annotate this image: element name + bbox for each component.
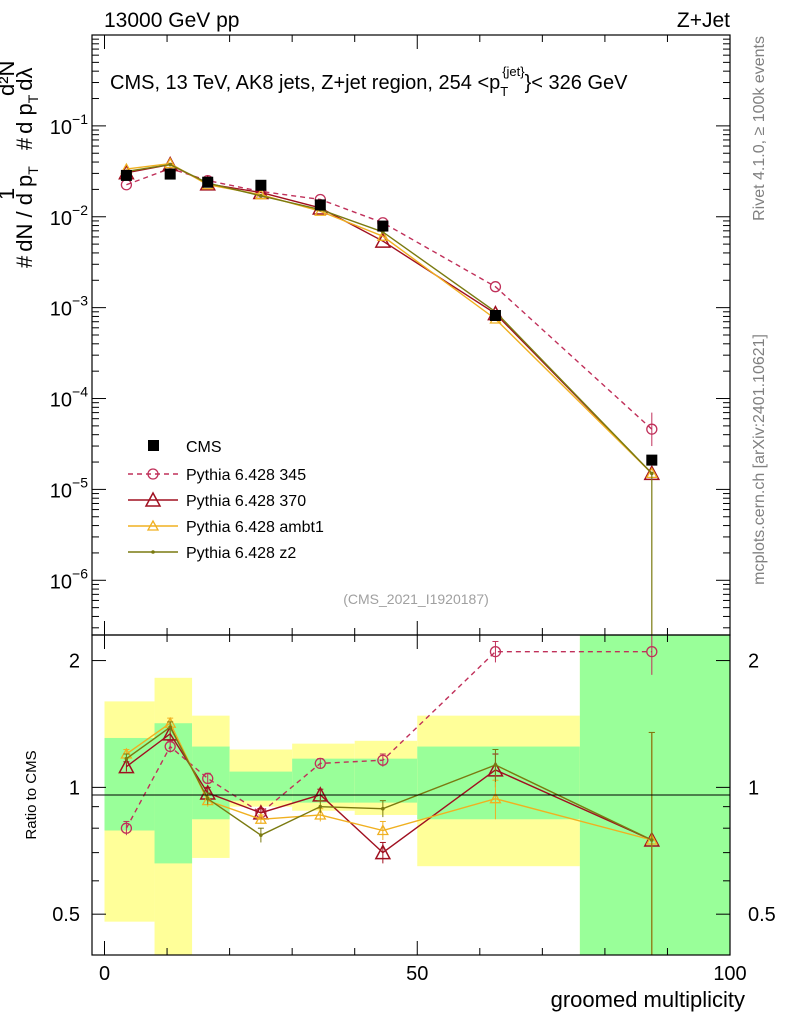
rivet-label: Rivet 4.1.0, ≥ 100k events <box>751 36 768 221</box>
legend-label-0: Pythia 6.428 345 <box>186 467 306 484</box>
band-green-6 <box>417 746 580 820</box>
analysis-id: (CMS_2021_I1920187) <box>343 591 489 607</box>
legend-marker-cms <box>148 440 159 451</box>
ratio-3-point-2 <box>205 796 210 801</box>
ratio-series <box>118 634 661 955</box>
xtick-label-100: 100 <box>713 963 746 985</box>
ytick-ratio-label-right-2: 2 <box>748 651 759 673</box>
band-green-4 <box>292 758 355 803</box>
ytick-main-label-5: 10−6 <box>50 565 88 593</box>
ratio-1-point-0 <box>118 758 135 774</box>
ytick-main-label-3: 10−4 <box>50 384 88 412</box>
band-green-5 <box>354 758 418 803</box>
legend-marker-2 <box>146 519 160 531</box>
ratio-line-3 <box>125 726 653 841</box>
main-series <box>118 156 661 635</box>
header-left: 13000 GeV pp <box>104 9 239 32</box>
ratio-3-point-1 <box>168 725 172 729</box>
legend-marker-3 <box>151 550 155 554</box>
ratio-2-point-4 <box>314 808 327 820</box>
series-2-point-3 <box>254 188 267 200</box>
ytick-main-label-2: 10−3 <box>50 293 88 321</box>
svg-text:d²N: d²N <box>0 61 19 96</box>
series-0-point-6 <box>489 281 502 293</box>
legend-label-3: Pythia 6.428 z2 <box>186 545 296 562</box>
cms-point-3 <box>255 179 267 191</box>
band-green-3 <box>229 771 293 801</box>
ratio-3-point-6 <box>493 763 498 767</box>
cms-point-7 <box>646 454 658 466</box>
cms-point-2 <box>202 176 214 188</box>
ytick-ratio-label-right-1: 1 <box>748 777 759 799</box>
series-2-point-1 <box>164 157 177 169</box>
ratio-2-point-6 <box>489 792 502 804</box>
ytick-main-label-0: 10−1 <box>50 111 88 139</box>
cms-point-6 <box>489 309 501 321</box>
chart-title: CMS, 13 TeV, AK8 jets, Z+jet region, 254… <box>110 64 628 99</box>
ratio-0-point-7 <box>646 645 658 658</box>
legend-label-1: Pythia 6.428 370 <box>186 493 306 510</box>
series-line-3 <box>126 163 653 474</box>
ratio-3-point-7 <box>650 838 654 842</box>
y-axis-label-ratio: Ratio to CMS <box>23 750 40 839</box>
ytick-main-label-1: 10−2 <box>50 202 88 230</box>
svg-text:1: 1 <box>0 188 19 200</box>
ratio-3-point-3 <box>259 833 263 837</box>
ratio-line-0 <box>125 650 652 829</box>
ytick-ratio-label-2: 2 <box>69 651 80 673</box>
ratio-2-point-5 <box>376 824 389 836</box>
ratio-0-point-4 <box>314 757 326 770</box>
ratio-0-point-0 <box>120 822 133 834</box>
ratio-3-point-5 <box>381 806 385 811</box>
ratio-line-1 <box>125 732 653 854</box>
cms-point-5 <box>377 220 389 232</box>
xtick-label-0: 0 <box>99 963 110 985</box>
series-2-point-5 <box>376 229 389 241</box>
legend-label-cms: CMS <box>186 439 222 456</box>
xtick-label-50: 50 <box>406 963 428 985</box>
header-right: Z+Jet <box>677 9 730 32</box>
axis-ticks: 0 50 100 10−1 10−2 10−3 10−4 10−5 10−6 0.5 0.5 1 1 2 2 <box>50 34 776 985</box>
ratio-0-point-6 <box>489 645 502 658</box>
series-line-0 <box>126 167 653 430</box>
ytick-ratio-label-0: 0.5 <box>52 904 80 926</box>
legend-marker-0 <box>147 468 159 480</box>
ytick-main-label-4: 10−5 <box>50 474 88 502</box>
cms-point-1 <box>164 168 176 180</box>
ytick-ratio-label-right-0: 0.5 <box>748 904 776 926</box>
series-3-point-3 <box>259 194 263 198</box>
ratio-2-point-3 <box>254 812 267 824</box>
legend: CMS Pythia 6.428 345 Pythia 6.428 370 Pyth… <box>128 439 324 562</box>
x-axis-label: groomed multiplicity <box>551 987 745 1012</box>
cms-point-0 <box>120 169 132 181</box>
svg-text:#dN / d pT#d pTdλ: #dN / d pT#d pTdλ <box>12 67 41 268</box>
ratio-0-point-2 <box>202 772 214 785</box>
band-green-1 <box>154 723 193 864</box>
ratio-0-point-5 <box>377 754 389 766</box>
series-line-1 <box>126 163 653 474</box>
ratio-3-point-0 <box>124 756 129 761</box>
ratio-bands <box>104 635 730 955</box>
series-3-point-1 <box>168 162 172 167</box>
ratio-3-point-4 <box>318 804 323 809</box>
mcplots-label: mcplots.cern.ch [arXiv:2401.10621] <box>751 334 768 585</box>
legend-marker-1 <box>144 491 162 507</box>
legend-label-2: Pythia 6.428 ambt1 <box>186 519 324 536</box>
series-line-2 <box>126 162 653 474</box>
y-axis-label: #dN / d pT#d pTdλ 1 d²N <box>0 61 41 268</box>
ratio-1-point-5 <box>374 844 392 860</box>
ratio-0-point-1 <box>164 740 176 753</box>
ratio-line-2 <box>125 722 652 841</box>
cms-point-4 <box>314 199 326 211</box>
ytick-ratio-label-1: 1 <box>69 777 80 799</box>
